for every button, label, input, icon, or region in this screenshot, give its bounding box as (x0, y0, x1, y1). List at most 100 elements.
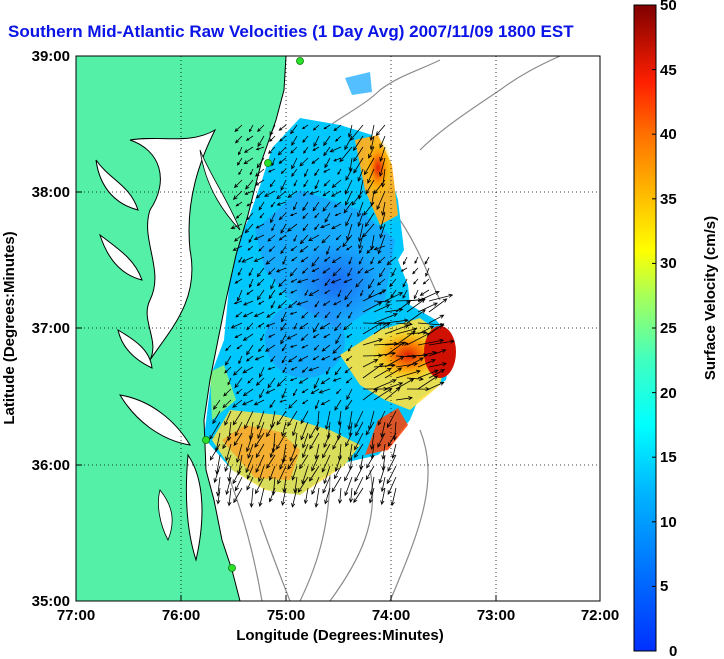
current-vector-arrow (311, 278, 320, 283)
current-vector-arrow (373, 179, 386, 195)
current-vector-arrow (362, 289, 387, 302)
current-vector-arrow (259, 366, 265, 378)
current-vector-arrow (300, 333, 309, 342)
current-vector-arrow (362, 388, 379, 401)
current-vector-arrow (370, 432, 375, 450)
current-vector-arrow (223, 388, 232, 397)
current-vector-arrow (428, 339, 455, 346)
current-vector-arrow (216, 487, 221, 505)
current-vector-arrow (387, 476, 397, 496)
colorbar-tick-label: 20 (660, 385, 677, 402)
current-vector-arrow (428, 293, 454, 302)
current-vector-arrow (335, 234, 342, 241)
current-vector-arrow (334, 399, 342, 411)
current-vector-arrow (232, 245, 243, 251)
current-vector-arrow (377, 432, 386, 448)
current-vector-arrow (234, 421, 243, 437)
current-vector-arrow (245, 454, 254, 474)
current-vector-arrow (354, 410, 364, 429)
current-vector-arrow (257, 135, 265, 148)
current-vector-arrow (347, 344, 353, 352)
current-vector-arrow (337, 487, 343, 505)
y-tick-labels: 39:00 38:00 37:00 36:00 35:00 (32, 48, 70, 610)
current-vector-arrow (290, 124, 298, 135)
current-vector-arrow (289, 311, 298, 315)
current-vector-arrow (354, 443, 364, 459)
current-vector-arrow (348, 487, 354, 504)
current-vector-arrow (324, 289, 331, 294)
current-vector-arrow (322, 476, 331, 494)
current-vector-arrow (266, 421, 276, 438)
current-vector-arrow (348, 311, 353, 319)
current-vector-arrow (345, 212, 353, 227)
colorbar-tick-label: 5 (660, 578, 668, 595)
current-vector-arrow (269, 124, 276, 137)
current-vector-arrow (299, 322, 309, 330)
current-vector-arrow (246, 289, 254, 295)
current-vector-arrow (334, 212, 342, 216)
current-vector-arrow (312, 124, 320, 131)
current-vector-arrow (267, 366, 276, 370)
current-vector-arrow (309, 190, 320, 195)
current-vector-arrow (332, 377, 342, 382)
current-vector-arrow (300, 256, 309, 263)
current-vector-arrow (358, 223, 364, 243)
current-vector-arrow (287, 355, 298, 363)
current-vector-arrow (331, 179, 342, 188)
current-vector-arrow (380, 476, 386, 493)
current-vector-arrow (287, 190, 298, 198)
current-vector-arrow (366, 454, 375, 469)
axis-tick-marks (76, 191, 497, 601)
current-vector-arrow (324, 410, 331, 430)
current-vector-arrow (321, 454, 331, 473)
current-vector-arrow (236, 388, 243, 395)
current-vector-arrow (280, 333, 287, 345)
current-vector-arrow (333, 201, 342, 208)
current-vector-arrow (368, 146, 375, 159)
current-vector-arrow (336, 421, 342, 441)
current-vector-arrow (380, 421, 386, 438)
current-vector-arrow (312, 146, 320, 151)
current-vector-arrow (370, 256, 375, 265)
current-vector-arrow (278, 234, 287, 241)
colorbar-tick-label: 30 (660, 255, 677, 272)
current-vector-arrow (302, 201, 309, 212)
current-vector-arrow (286, 223, 298, 232)
current-vector-arrow (348, 157, 353, 173)
current-vector-arrow (384, 292, 404, 302)
current-vector-arrow (308, 465, 320, 482)
current-vector-arrow (279, 399, 287, 403)
colorbar-tick-label: 40 (660, 126, 677, 143)
radar-stations (202, 57, 304, 572)
current-vector-arrow (334, 454, 342, 473)
current-vector-arrow (213, 399, 221, 410)
current-vector-arrow (253, 256, 265, 262)
current-vector-arrow (255, 146, 265, 151)
current-vector-arrow (254, 355, 265, 361)
current-vector-arrow (302, 212, 309, 220)
current-vector-arrow (346, 223, 353, 241)
current-vector-arrow (319, 322, 331, 330)
current-vector-arrow (347, 443, 353, 462)
current-vector-arrow (235, 311, 243, 318)
plot-title: Southern Mid-Atlantic Raw Velocities (1 … (8, 22, 574, 41)
current-vector-arrow (245, 179, 254, 190)
current-vector-arrow (255, 377, 265, 386)
current-vector-arrow (384, 382, 404, 390)
current-vector-arrow (323, 465, 331, 485)
current-vector-arrow (323, 333, 331, 338)
current-vector-arrow (379, 212, 386, 231)
current-vector-arrow (270, 212, 276, 224)
current-vector-arrow (357, 168, 364, 182)
current-vector-arrow (362, 338, 384, 346)
velocity-field (204, 72, 456, 495)
current-vector-arrow (244, 223, 254, 234)
current-vector-arrow (233, 432, 243, 447)
current-vector-arrow (248, 267, 254, 277)
current-vector-arrow (237, 157, 243, 166)
current-vector-arrow (324, 311, 331, 319)
current-vector-arrow (311, 157, 320, 164)
current-vector-arrow (255, 476, 265, 495)
current-vector-arrow (289, 344, 298, 348)
